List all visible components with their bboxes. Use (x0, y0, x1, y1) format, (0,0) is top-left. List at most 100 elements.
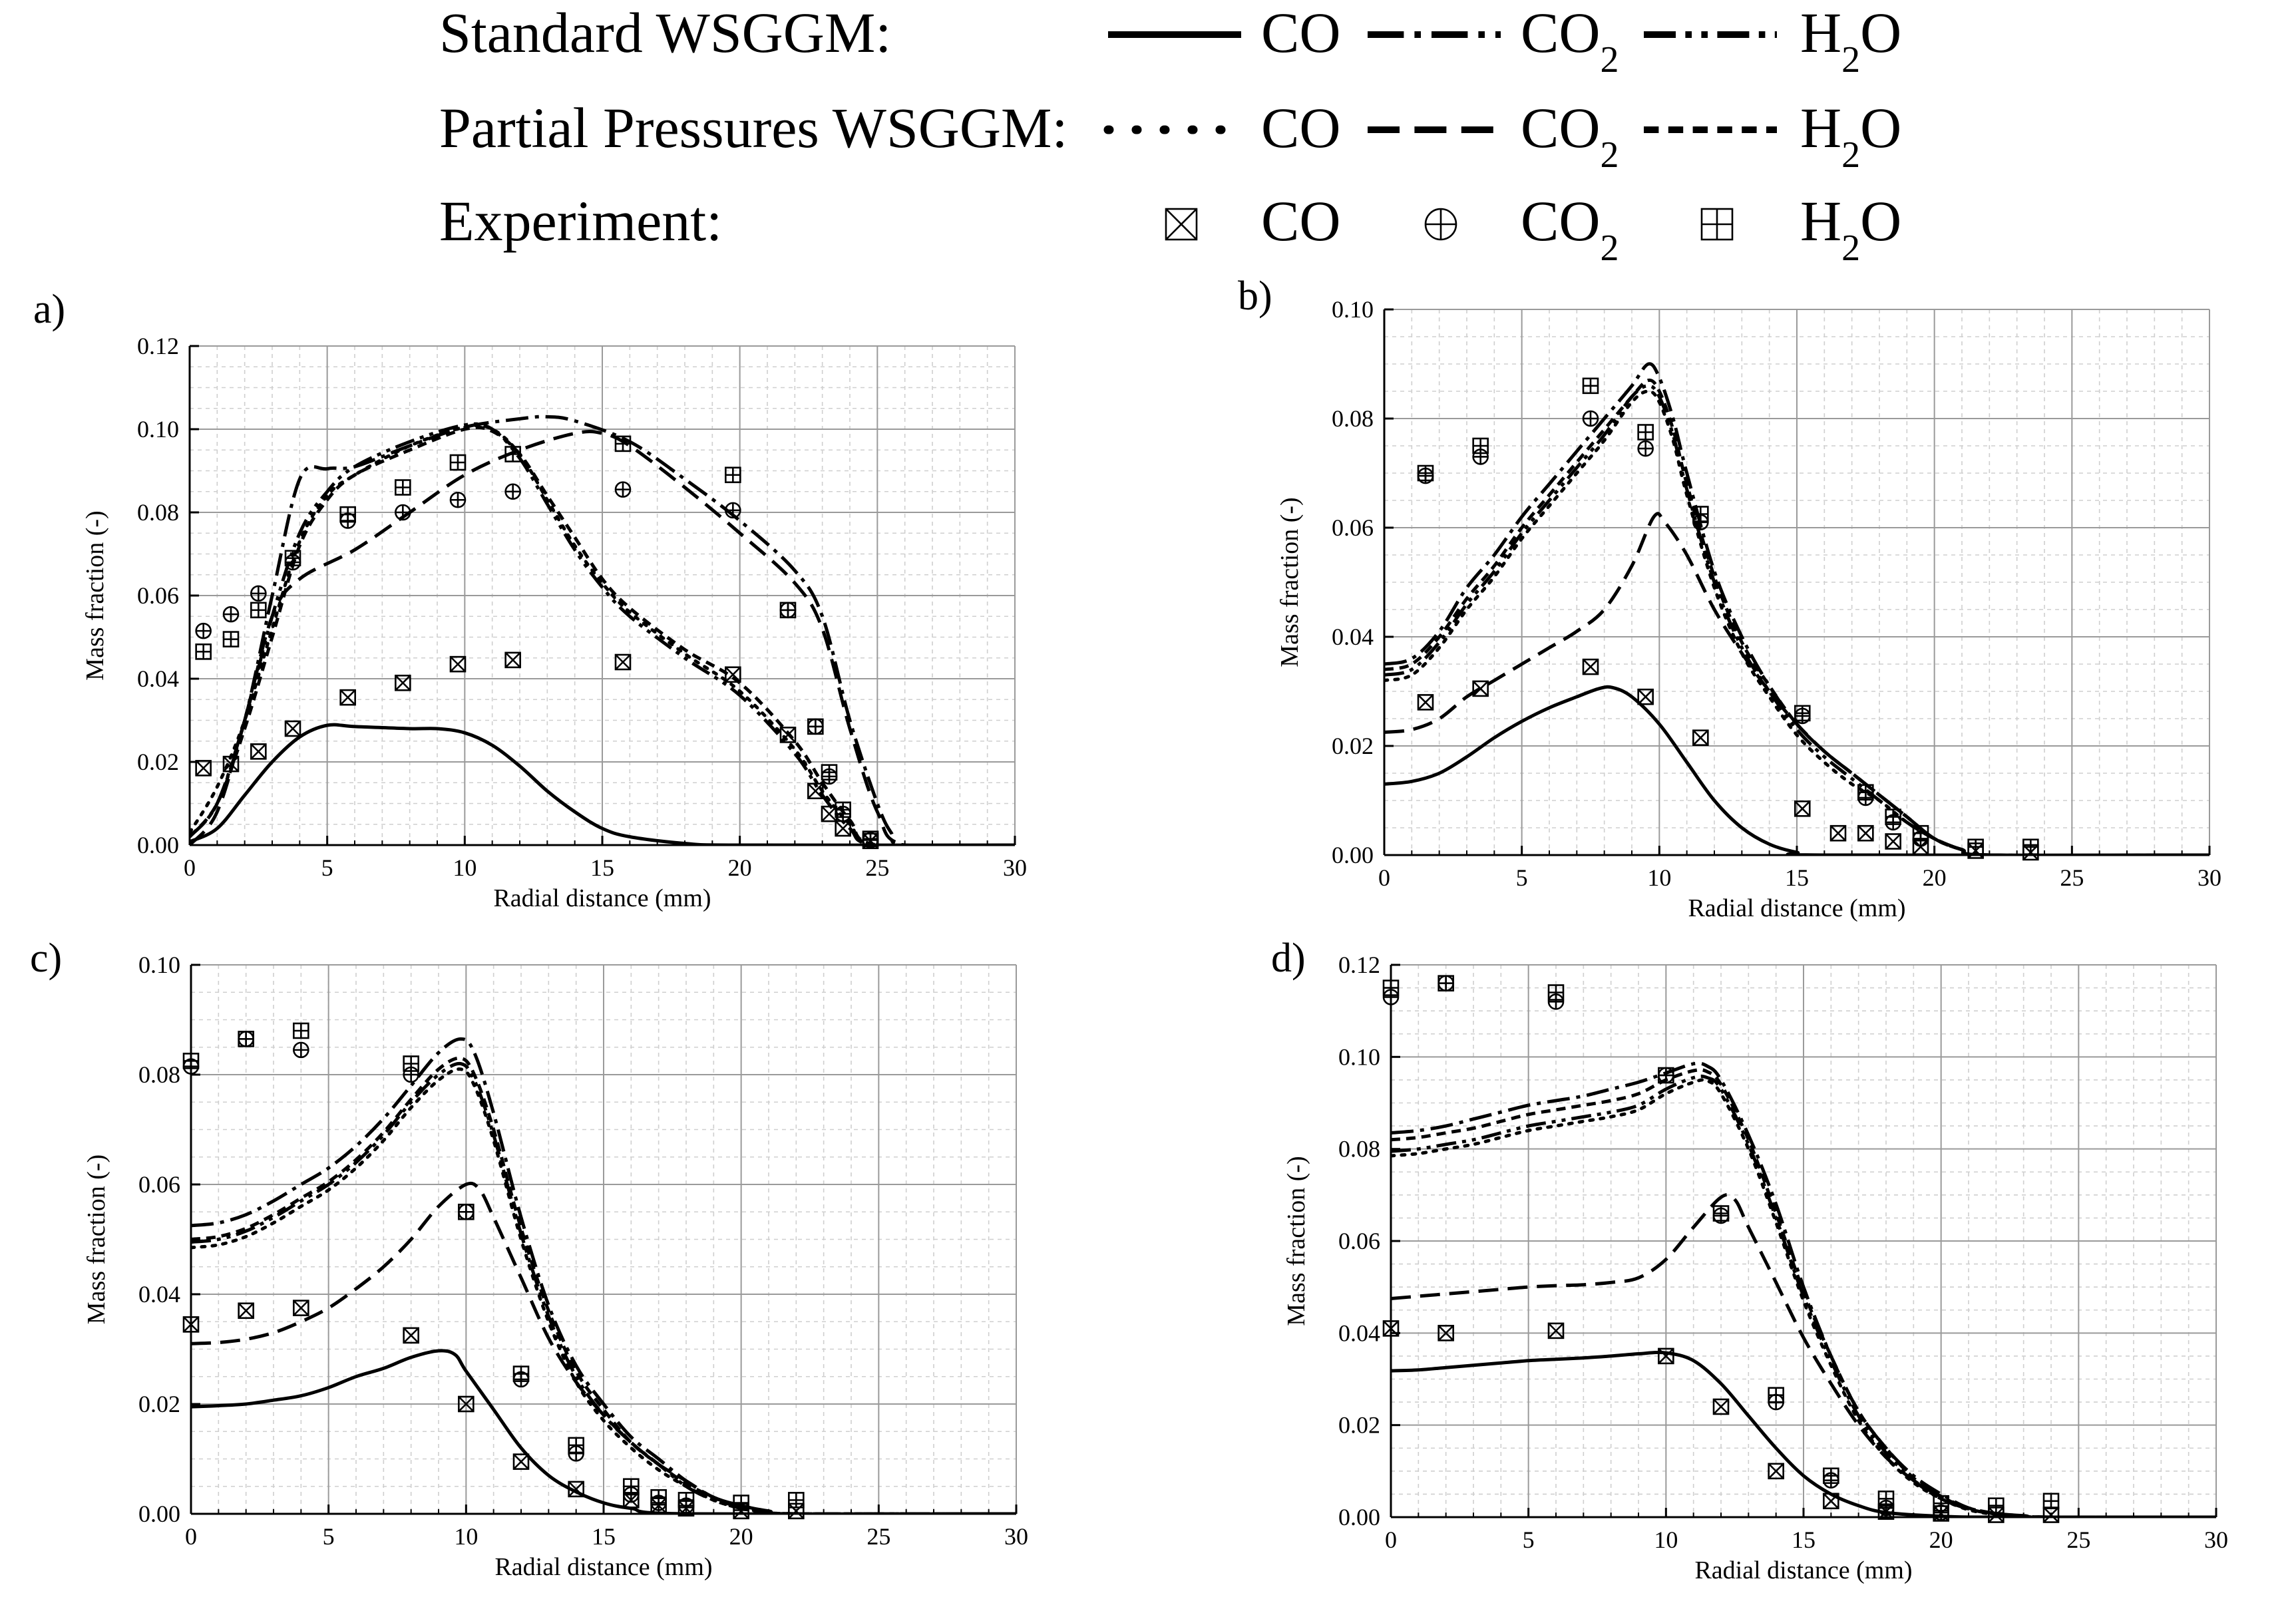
y-tick-label: 0.04 (138, 1281, 180, 1308)
experiment-point-h2o (284, 550, 301, 567)
x-tick-label: 15 (592, 1523, 616, 1550)
panel-label: d) (1271, 936, 1306, 981)
y-tick-label: 0.10 (1332, 296, 1374, 323)
experiment-point-co (1794, 800, 1811, 817)
experiment-point-h2o (1877, 1491, 1895, 1507)
experiment-point-h2o (1658, 1067, 1674, 1084)
y-axis-label: Mass fraction (-) (1282, 1156, 1310, 1326)
y-tick-label: 0.00 (1332, 842, 1374, 868)
x-tick-label: 5 (323, 1523, 335, 1550)
x-tick-label: 0 (185, 1523, 197, 1550)
legend-entry-label: CO (1261, 189, 1340, 253)
experiment-markers (1382, 975, 2060, 1523)
experiment-point-co (1658, 1347, 1674, 1365)
experiment-point-h2o (1885, 808, 1901, 825)
experiment-point-h2o (195, 643, 212, 660)
series-line-pp_co (1391, 1078, 2216, 1517)
experiment-point-h2o (1912, 824, 1929, 842)
experiment-point-co (1547, 1322, 1565, 1339)
experiment-point-co2 (1637, 440, 1654, 457)
y-tick-label: 0.02 (137, 749, 179, 775)
experiment-point-co (293, 1300, 309, 1316)
y-tick-label: 0.04 (137, 665, 179, 692)
major-grid (189, 345, 1016, 846)
experiment-point-co (1692, 729, 1709, 747)
experiment-point-co2 (614, 481, 632, 498)
experiment-point-co (182, 1316, 200, 1333)
experiment-markers (182, 1022, 805, 1520)
y-tick-label: 0.04 (1338, 1320, 1380, 1346)
experiment-markers (195, 435, 879, 850)
experiment-point-h2o (182, 1053, 200, 1069)
experiment-point-co2 (222, 606, 240, 623)
y-tick-label: 0.06 (1332, 514, 1374, 541)
experiment-point-co (395, 674, 411, 691)
experiment-point-co (458, 1395, 475, 1413)
x-tick-label: 25 (865, 854, 889, 881)
experiment-point-h2o (1382, 979, 1400, 996)
experiment-point-h2o (1582, 377, 1599, 395)
experiment-point-h2o (779, 602, 797, 619)
legend-marker-box-x (1165, 208, 1198, 241)
experiment-point-h2o (1768, 1387, 1784, 1404)
series-line-std_co (191, 1349, 1016, 1514)
legend-entry-label: CO (1261, 96, 1340, 160)
x-tick-label: 20 (1923, 864, 1947, 891)
legend-entry-label: CO2 (1521, 96, 1619, 176)
x-axis-label: Radial distance (mm) (1694, 1556, 1912, 1584)
y-tick-label: 0.02 (138, 1391, 180, 1417)
x-tick-label: 5 (321, 854, 333, 881)
experiment-point-co (1472, 680, 1489, 697)
experiment-point-co (1637, 688, 1654, 705)
x-tick-label: 15 (590, 854, 614, 881)
y-tick-label: 0.08 (137, 499, 179, 526)
y-tick-label: 0.08 (1338, 1136, 1380, 1162)
experiment-point-co (1712, 1398, 1730, 1415)
y-tick-label: 0.12 (137, 333, 179, 359)
experiment-point-h2o (650, 1489, 667, 1506)
experiment-point-co (821, 805, 838, 822)
experiment-point-h2o (677, 1492, 695, 1508)
experiment-point-h2o (449, 454, 467, 471)
panel-label: c) (30, 936, 62, 981)
y-tick-label: 0.12 (1338, 952, 1380, 978)
x-tick-label: 5 (1516, 864, 1528, 891)
x-tick-label: 0 (1385, 1526, 1397, 1553)
panel-label: b) (1238, 279, 1272, 319)
x-tick-label: 10 (453, 854, 477, 881)
y-axis-label: Mass fraction (-) (83, 1154, 110, 1324)
experiment-point-co (403, 1327, 419, 1344)
y-tick-label: 0.00 (1338, 1504, 1380, 1530)
series-group (1391, 1061, 2216, 1517)
experiment-point-co (1829, 824, 1847, 842)
legend-entry-label: CO2 (1521, 189, 1619, 266)
x-axis-label: Radial distance (mm) (493, 884, 711, 912)
experiment-point-co2 (1582, 410, 1599, 427)
experiment-point-co (284, 720, 301, 737)
experiment-point-h2o (2042, 1493, 2060, 1510)
y-tick-label: 0.08 (1332, 405, 1374, 432)
experiment-point-h2o (725, 466, 741, 484)
x-tick-label: 20 (1929, 1526, 1953, 1553)
series-line-pp_co (1384, 389, 2209, 855)
legend-row-label: Partial Pressures WSGGM: (439, 96, 1067, 160)
experiment-point-h2o (1967, 838, 1984, 856)
x-tick-label: 25 (2066, 1526, 2090, 1553)
series-line-pp_h2o (1391, 1068, 2216, 1517)
series-line-std_co (190, 723, 1015, 845)
experiment-point-co (250, 743, 267, 760)
series-line-pp_co2 (190, 430, 1015, 845)
experiment-point-co (504, 651, 521, 669)
experiment-point-h2o (1437, 975, 1454, 991)
experiment-point-h2o (458, 1203, 475, 1220)
x-axis-label: Radial distance (mm) (494, 1553, 712, 1581)
experiment-markers (1417, 377, 2039, 861)
x-tick-label: 10 (1654, 1526, 1678, 1553)
series-line-std_co (1391, 1350, 2216, 1517)
experiment-point-co (1857, 824, 1874, 842)
experiment-point-co (512, 1453, 530, 1470)
experiment-point-h2o (835, 801, 851, 818)
experiment-point-h2o (339, 506, 356, 523)
experiment-point-h2o (403, 1055, 419, 1072)
legend-entry-label: CO (1261, 1, 1340, 65)
